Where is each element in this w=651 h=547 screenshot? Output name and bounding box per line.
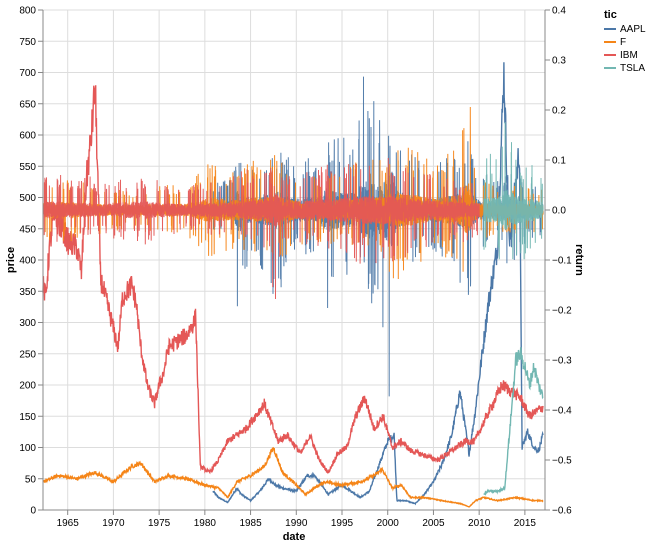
price-line-ibm: [42, 85, 544, 475]
x-tick-label: 2005: [422, 518, 445, 529]
axes: 1965 1970 1975 1980 1985 1990 1995 2000 2005 2010…: [19, 6, 572, 530]
legend: tic AAPL F IBM TSLA: [604, 9, 646, 74]
legend-label-tsla: TSLA: [620, 63, 645, 74]
y-right-tick-label: −0.3: [552, 356, 572, 367]
x-tick-label: 1970: [102, 518, 125, 529]
y-left-tick-label: 50: [25, 474, 37, 485]
y-left-tick-label: 450: [19, 224, 36, 235]
y-axis-right-title: return: [573, 244, 585, 276]
y-axis-left-title: price: [5, 247, 17, 273]
y-left-tick-label: 150: [19, 412, 36, 423]
y-left-tick-label: 250: [19, 349, 36, 360]
y-right-tick-label: 0.3: [552, 56, 566, 67]
y-left-tick-label: 300: [19, 318, 36, 329]
x-tick-label: 1985: [239, 518, 262, 529]
y-left-tick-label: 550: [19, 162, 36, 173]
y-right-tick-label: −0.5: [552, 456, 572, 467]
legend-label-aapl: AAPL: [620, 24, 646, 35]
x-tick-label: 2015: [514, 518, 537, 529]
y-left-tick-label: 400: [19, 256, 36, 267]
y-left-tick-label: 800: [19, 6, 36, 17]
y-left-tick-label: 200: [19, 381, 36, 392]
x-tick-label: 2000: [377, 518, 400, 529]
x-tick-label: 1975: [148, 518, 171, 529]
legend-label-f: F: [620, 37, 626, 48]
y-right-tick-label: 0.1: [552, 156, 566, 167]
price-line-aapl: [212, 62, 544, 506]
y-right-tick-label: −0.2: [552, 306, 572, 317]
price-line-tsla: [483, 347, 544, 496]
x-tick-label: 1980: [194, 518, 217, 529]
y-right-tick-label: −0.4: [552, 406, 572, 417]
y-left-tick-label: 650: [19, 99, 36, 110]
y-right-tick-label: 0.2: [552, 106, 566, 117]
return-line-tsla: [483, 121, 544, 260]
x-tick-label: 1995: [331, 518, 354, 529]
y-right-tick-label: −0.1: [552, 256, 572, 267]
y-left-tick-label: 100: [19, 443, 36, 454]
price-lines: [42, 62, 544, 508]
legend-title: tic: [604, 9, 617, 21]
y-left-tick-label: 700: [19, 68, 36, 79]
x-tick-label: 1965: [57, 518, 80, 529]
y-right-tick-label: 0.4: [552, 6, 566, 17]
price-line-f: [42, 446, 544, 508]
x-axis-title: date: [283, 531, 306, 543]
grid: [43, 9, 545, 511]
y-right-tick-label: 0.0: [552, 206, 566, 217]
return-line-ibm: [42, 157, 480, 300]
return-line-aapl: [212, 76, 544, 397]
legend-label-ibm: IBM: [620, 50, 638, 61]
y-left-tick-label: 500: [19, 193, 36, 204]
y-left-tick-label: 0: [30, 506, 36, 517]
return-lines: [42, 76, 544, 397]
y-left-tick-label: 600: [19, 131, 36, 142]
y-right-tick-label: −0.6: [552, 506, 572, 517]
x-tick-label: 1990: [285, 518, 308, 529]
y-left-tick-label: 350: [19, 287, 36, 298]
y-left-tick-label: 750: [19, 37, 36, 48]
x-tick-label: 2010: [468, 518, 491, 529]
